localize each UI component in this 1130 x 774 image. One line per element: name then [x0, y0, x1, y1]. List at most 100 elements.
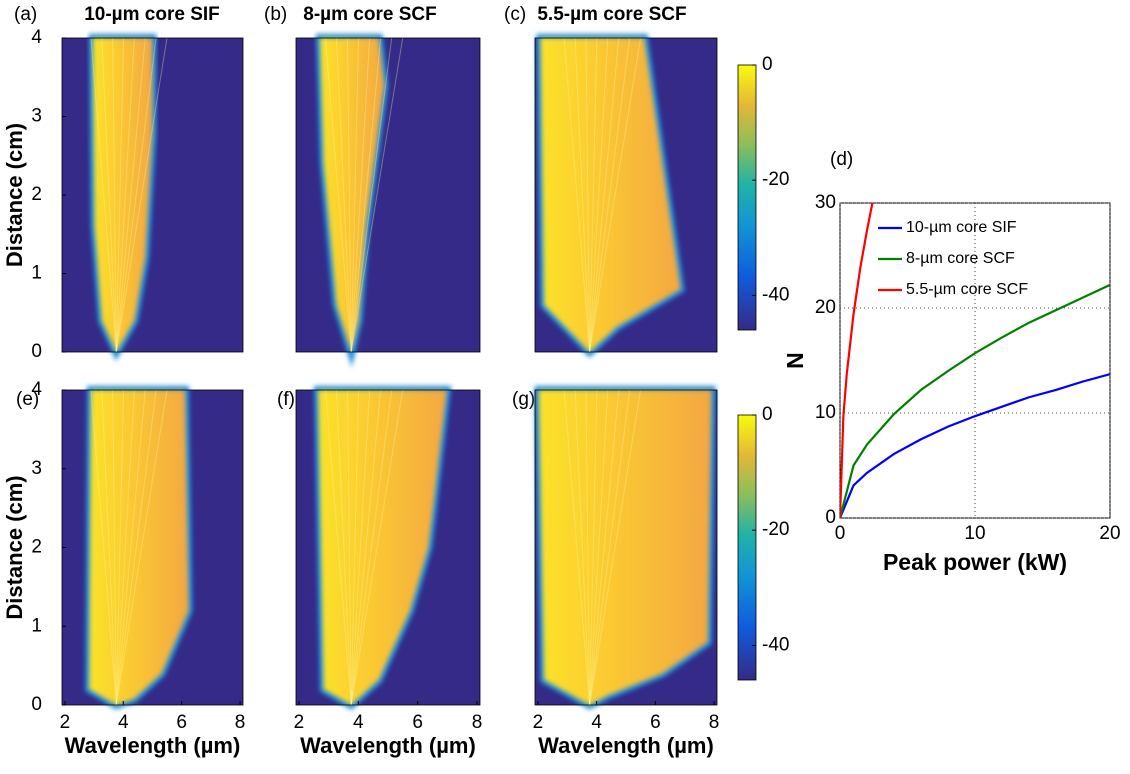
y-tick-label: 1 [31, 263, 42, 284]
panel-label: (c) [504, 4, 526, 25]
heatmap-streak [350, 37, 382, 353]
y-tick-label: 3 [31, 106, 42, 127]
heatmap-streak [335, 37, 352, 353]
x-axis-label: Wavelength (µm) [538, 733, 714, 758]
heatmap-streak [350, 37, 371, 353]
panel-label: (b) [264, 4, 287, 25]
heatmap-field [538, 390, 712, 705]
heatmap-streak [115, 389, 135, 706]
heatmap-streak [585, 37, 591, 353]
heatmap-streak [115, 389, 157, 706]
x-tick-label: 2 [533, 712, 544, 733]
heatmap-streak [589, 37, 631, 353]
y-axis-label: N [782, 352, 808, 369]
colorbar-tick-label: -20 [762, 519, 789, 540]
heatmap-streak [589, 389, 642, 706]
heatmap-streak [350, 389, 393, 706]
panel-label: (g) [512, 389, 535, 410]
colorbar-tick-label: -40 [762, 284, 789, 305]
colorbar [737, 414, 757, 681]
heatmap-field [319, 38, 385, 352]
plot-frame [295, 389, 481, 706]
heatmap-streak [115, 389, 125, 706]
heatmap-streak [589, 37, 620, 353]
heatmap-streak [563, 389, 591, 706]
panel-label: (d) [830, 149, 853, 170]
legend-label: 10-µm core SIF [906, 219, 1017, 236]
x-tick-label: 6 [412, 712, 423, 733]
heatmap-streak [90, 389, 117, 706]
x-tick-label: 6 [650, 712, 661, 733]
legend-label: 8-µm core SCF [906, 250, 1015, 267]
y-tick-label: 0 [825, 507, 836, 528]
x-axis-label: Wavelength (µm) [65, 733, 241, 758]
heatmap-streak [335, 389, 352, 706]
heatmap-streak [589, 389, 620, 706]
x-tick-label: 20 [1099, 523, 1120, 544]
heatmap-streak [350, 37, 393, 353]
x-axis-label: Wavelength (µm) [300, 733, 476, 758]
x-tick-label: 4 [118, 712, 129, 733]
heatmap-streak [350, 389, 382, 706]
colorbar-tick-label: 0 [762, 404, 773, 425]
x-tick-label: 4 [591, 712, 602, 733]
y-tick-label: 10 [815, 402, 836, 423]
heatmap-streak [350, 37, 360, 353]
heatmap-streak [112, 37, 117, 353]
y-tick-label: 0 [31, 341, 42, 362]
x-tick-label: 4 [353, 712, 364, 733]
y-tick-label: 2 [31, 537, 42, 558]
panel-label: (a) [14, 4, 37, 25]
line-series [840, 373, 1110, 518]
heatmap-streak [115, 37, 146, 353]
colorbar-tick-label: 0 [762, 54, 773, 75]
heatmap-streak [589, 389, 609, 706]
line-series [840, 202, 874, 518]
y-tick-label: 1 [31, 615, 42, 636]
plot-frame [295, 37, 481, 353]
x-tick-label: 6 [176, 712, 187, 733]
plot-frame [534, 389, 718, 706]
x-axis-label: Peak power (kW) [883, 549, 1067, 575]
panel-label: (e) [16, 389, 39, 410]
y-axis-label: Distance (cm) [2, 475, 27, 619]
line-series [840, 283, 1110, 518]
heatmap-field [540, 38, 681, 352]
panel-title: 5.5-µm core SCF [537, 4, 686, 25]
panel-title: 8-µm core SCF [303, 4, 436, 25]
legend-label: 5.5-µm core SCF [906, 281, 1028, 298]
heatmap-field [318, 390, 447, 705]
heatmap-streak [115, 389, 146, 706]
y-tick-label: 30 [815, 192, 836, 213]
heatmap-streak [347, 389, 352, 706]
heatmap-field [92, 38, 153, 352]
heatmap-streak [115, 37, 168, 353]
y-tick-label: 4 [31, 379, 42, 400]
heatmap-streak [589, 389, 631, 706]
y-tick-label: 0 [31, 694, 42, 715]
heatmap-streak [115, 389, 168, 706]
heatmap-streak [115, 37, 157, 353]
heatmap-streak [574, 389, 591, 706]
heatmap-streak [585, 389, 591, 706]
x-tick-label: 0 [835, 523, 846, 544]
heatmap-streak [324, 389, 352, 706]
y-tick-label: 20 [815, 297, 836, 318]
y-tick-label: 4 [31, 27, 42, 48]
heatmap-streak [574, 37, 591, 353]
panel-title: 10-µm core SIF [84, 4, 220, 25]
heatmap-streak [589, 37, 609, 353]
y-tick-label: 3 [31, 458, 42, 479]
heatmap-streak [347, 37, 352, 353]
heatmap-streak [101, 389, 117, 706]
heatmap-streak [563, 37, 591, 353]
plot-frame [534, 37, 718, 353]
heatmap-streak [324, 37, 352, 353]
heatmap-streak [115, 37, 125, 353]
y-tick-label: 2 [31, 184, 42, 205]
heatmap-streak [589, 37, 642, 353]
heatmap-streak [589, 389, 598, 706]
x-tick-label: 8 [709, 712, 720, 733]
colorbar-tick-label: -20 [762, 169, 789, 190]
